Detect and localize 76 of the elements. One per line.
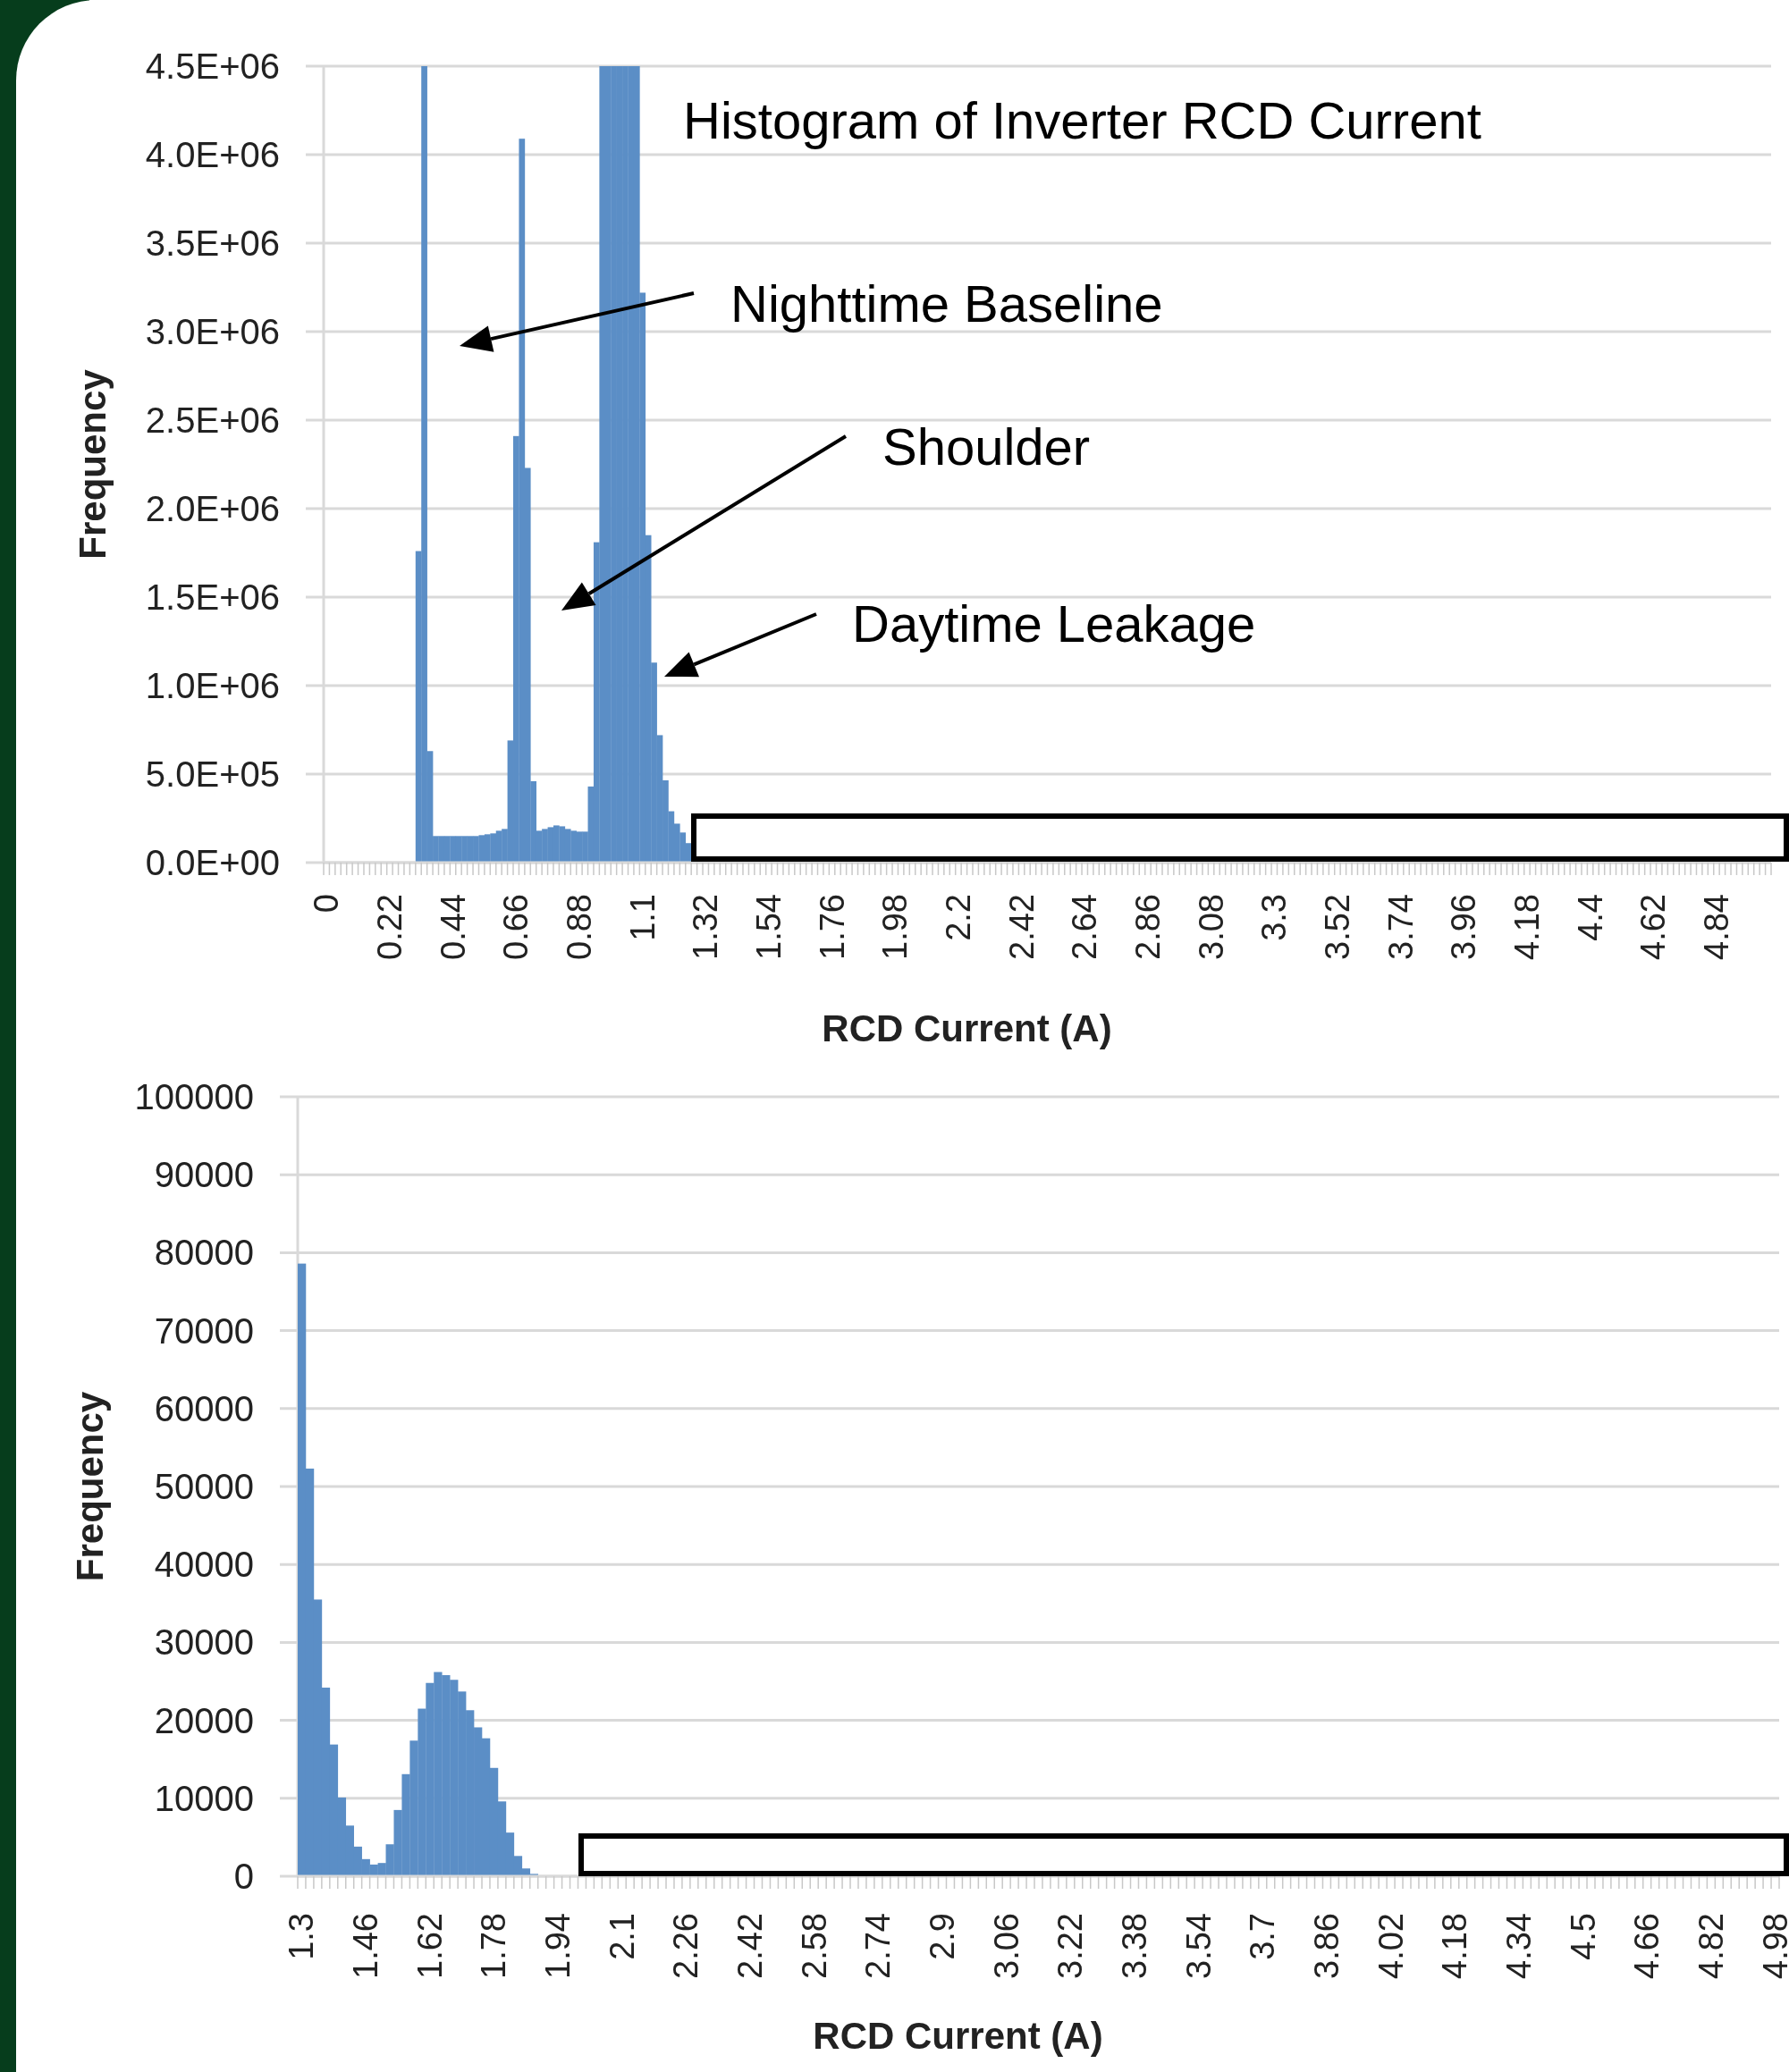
x-tick-label: 4.84: [1697, 894, 1735, 960]
y-tick-label: 1.5E+06: [145, 577, 280, 617]
x-axis-title: RCD Current (A): [813, 2015, 1103, 2057]
x-tick-label: 1.78: [475, 1913, 513, 1979]
y-tick-label: 3.0E+06: [145, 312, 280, 351]
x-tick-label: 3.54: [1179, 1913, 1218, 1979]
y-tick-label: 0: [233, 1857, 254, 1896]
x-tick-label: 1.32: [687, 894, 725, 960]
x-tick-label: 3.7: [1244, 1913, 1282, 1960]
y-tick-label: 50000: [154, 1467, 254, 1506]
x-tick-label: 2.42: [1002, 894, 1041, 960]
x-tick-label: 4.98: [1756, 1913, 1789, 1979]
y-tick-label: 4.5E+06: [145, 46, 280, 86]
x-tick-label: 3.86: [1307, 1913, 1346, 1979]
x-tick-label: 2.74: [859, 1913, 898, 1979]
x-tick-label: 4.66: [1628, 1913, 1667, 1979]
y-tick-label: 3.5E+06: [145, 223, 280, 263]
text: Histogram of Inverter RCD Current: [683, 91, 1481, 149]
y-axis-title: Frequency: [68, 1391, 111, 1582]
x-tick-label: 2.1: [603, 1913, 641, 1960]
x-tick-label: 3.22: [1051, 1913, 1090, 1979]
y-tick-label: 2.0E+06: [145, 489, 280, 528]
x-tick-label: 0: [308, 894, 346, 914]
x-tick-label: 3.38: [1115, 1913, 1153, 1979]
x-tick-label: 4.82: [1692, 1913, 1730, 1979]
y-tick-label: 4.0E+06: [145, 135, 280, 174]
x-tick-label: 2.86: [1128, 894, 1167, 960]
x-tick-label: 2.26: [667, 1913, 705, 1979]
x-tick-label: 1.1: [623, 894, 662, 941]
x-axis-title: RCD Current (A): [822, 1007, 1112, 1049]
y-tick-label: 100000: [134, 1077, 254, 1116]
x-tick-label: 1.54: [749, 894, 788, 960]
x-tick-label: 0.44: [434, 894, 472, 960]
y-tick-label: 60000: [154, 1388, 254, 1428]
x-tick-label: 0.88: [560, 894, 598, 960]
x-tick-label: 1.98: [876, 894, 915, 960]
x-tick-label: 2.58: [795, 1913, 833, 1979]
x-tick-label: 1.62: [410, 1913, 449, 1979]
x-tick-label: 4.02: [1371, 1913, 1410, 1979]
x-tick-label: 0.66: [497, 894, 536, 960]
y-tick-label: 40000: [154, 1545, 254, 1585]
x-tick-label: 1.76: [813, 894, 851, 960]
x-tick-label: 3.96: [1445, 894, 1483, 960]
x-tick-label: 3.08: [1192, 894, 1230, 960]
y-tick-label: 1.0E+06: [145, 666, 280, 705]
annotation: Daytime Leakage: [852, 594, 1256, 653]
y-tick-label: 0.0E+00: [145, 843, 280, 882]
y-tick-label: 80000: [154, 1233, 254, 1273]
x-tick-label: 2.42: [731, 1913, 770, 1979]
x-tick-label: 3.06: [987, 1913, 1025, 1979]
x-tick-label: 3.3: [1255, 894, 1294, 941]
x-tick-label: 1.46: [347, 1913, 385, 1979]
x-tick-label: 4.34: [1499, 1913, 1538, 1979]
x-tick-label: 2.64: [1066, 894, 1104, 960]
x-tick-label: 4.62: [1634, 894, 1673, 960]
x-tick-label: 4.18: [1507, 894, 1546, 960]
x-tick-label: 4.4: [1571, 894, 1609, 941]
y-tick-label: 90000: [154, 1155, 254, 1195]
x-tick-label: 4.5: [1564, 1913, 1602, 1960]
x-tick-label: 4.18: [1436, 1913, 1474, 1979]
x-tick-label: 2.2: [939, 894, 977, 941]
y-axis-title: Frequency: [71, 368, 114, 560]
y-tick-label: 2.5E+06: [145, 400, 280, 440]
x-tick-label: 0.22: [370, 894, 409, 960]
y-tick-label: 30000: [154, 1622, 254, 1663]
y-tick-label: 20000: [154, 1700, 254, 1740]
x-tick-label: 3.74: [1381, 894, 1420, 960]
y-tick-label: 10000: [154, 1778, 254, 1818]
x-tick-label: 2.9: [924, 1913, 962, 1960]
y-tick-label: 5.0E+05: [145, 754, 280, 794]
y-tick-label: 70000: [154, 1310, 254, 1351]
x-tick-label: 1.3: [283, 1913, 321, 1960]
annotation: Nighttime Baseline: [730, 274, 1163, 333]
x-tick-label: 1.94: [539, 1913, 578, 1979]
annotation: Shoulder: [882, 417, 1091, 476]
x-tick-label: 3.52: [1318, 894, 1356, 960]
